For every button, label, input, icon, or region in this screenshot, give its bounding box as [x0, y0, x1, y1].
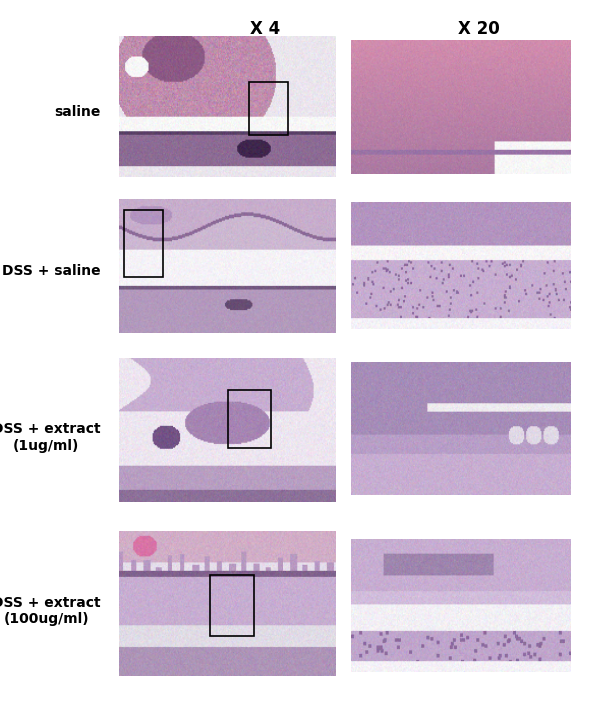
Text: DSS + extract
(1ug/ml): DSS + extract (1ug/ml) — [0, 422, 101, 453]
Text: X 4: X 4 — [250, 20, 281, 38]
Bar — [124, 210, 163, 277]
Bar — [210, 576, 254, 636]
Bar — [249, 82, 289, 135]
Text: DSS + saline: DSS + saline — [2, 264, 101, 278]
Text: X 20: X 20 — [458, 20, 500, 38]
Bar — [228, 390, 271, 448]
Text: DSS + extract
(100ug/ml): DSS + extract (100ug/ml) — [0, 596, 101, 626]
Text: saline: saline — [54, 105, 101, 119]
